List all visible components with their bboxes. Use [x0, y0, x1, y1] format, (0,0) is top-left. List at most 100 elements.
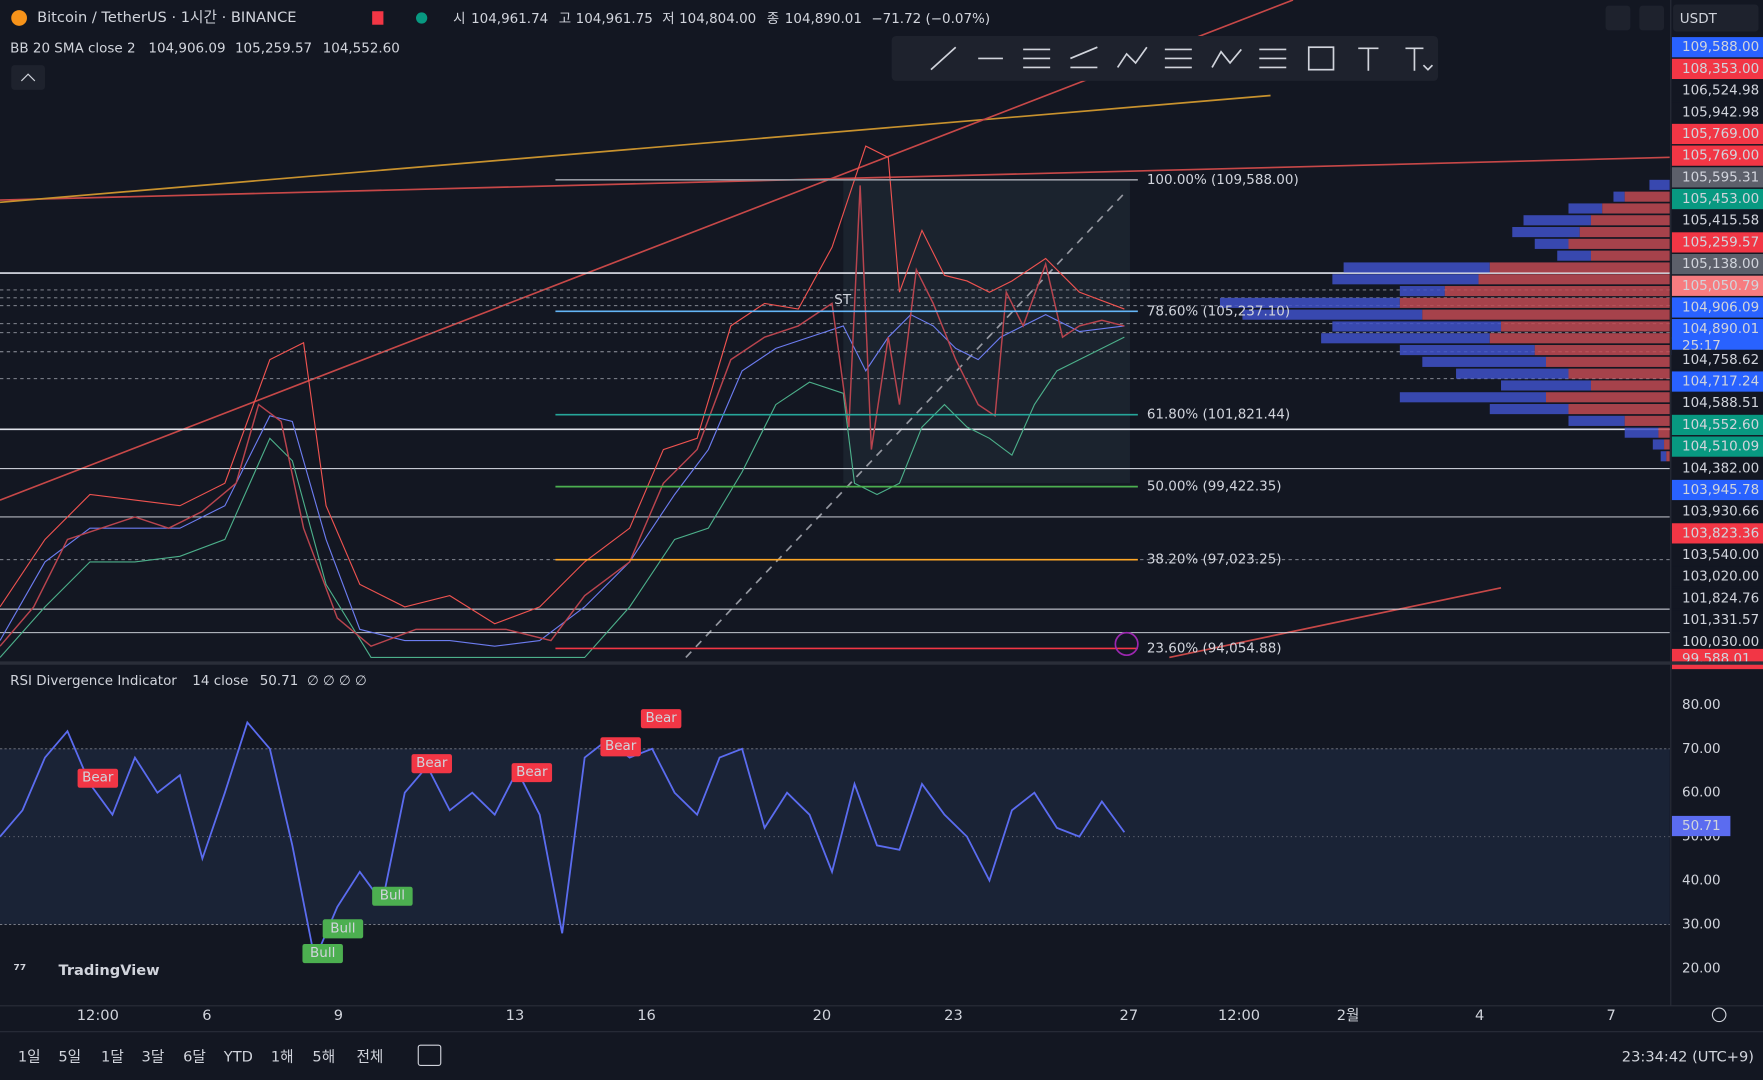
collapse-button[interactable] — [11, 65, 45, 90]
price-label-bg — [1671, 123, 1763, 145]
rsi-tick-label: 40.00 — [1682, 873, 1721, 889]
volume-bar — [1649, 179, 1670, 190]
ohlc-low: 104,804.00 — [679, 11, 756, 27]
download-button[interactable] — [1605, 5, 1631, 31]
trend-line — [0, 94, 1271, 204]
price-label-bg — [1671, 458, 1763, 479]
currency[interactable]: USDT — [1680, 11, 1718, 27]
volume-bar-sell — [1501, 321, 1670, 332]
tool-fib[interactable] — [1023, 48, 1051, 69]
bb-basis — [0, 313, 1125, 647]
ohlc-high-label: 고 — [559, 11, 571, 27]
price-label-bg — [1671, 297, 1763, 318]
fib-zone — [843, 179, 1130, 484]
rsi-line — [0, 720, 1126, 963]
volume-bar — [1613, 191, 1625, 202]
price-label-bg — [1671, 232, 1763, 253]
price-label-bg — [1671, 253, 1763, 275]
volume-bar — [1557, 250, 1591, 261]
tool-pattern[interactable] — [1116, 46, 1148, 68]
rsi-flags: ∅ ∅ ∅ ∅ — [307, 673, 367, 689]
volume-bar-sell — [1568, 238, 1670, 249]
price-label-bg — [1671, 349, 1763, 370]
signal-label: Bear — [645, 710, 677, 726]
price-label-bg — [1671, 102, 1763, 123]
volume-bar-sell — [1568, 368, 1670, 379]
signal-bg — [322, 919, 364, 939]
time-label: 12:00 — [77, 1007, 119, 1024]
date-range-icon[interactable] — [417, 1044, 442, 1066]
signal-label: Bull — [330, 920, 355, 936]
range-button[interactable]: 3달 — [142, 1049, 165, 1066]
volume-bar-sell — [1624, 191, 1670, 202]
symbol[interactable]: Bitcoin / TetherUS · 1시간 · BINANCE — [37, 9, 296, 26]
volume-bar-sell — [1399, 297, 1670, 308]
range-button[interactable]: 6달 — [183, 1049, 206, 1066]
range-button[interactable]: 1해 — [271, 1049, 294, 1066]
volume-bar-sell — [1590, 215, 1670, 226]
tool-channel[interactable] — [1070, 46, 1098, 69]
price-label-bg — [1671, 479, 1763, 501]
tool-forecast[interactable] — [1259, 48, 1287, 69]
volume-bar — [1321, 333, 1490, 344]
price-label: 105,050.79 — [1682, 278, 1759, 294]
range-button[interactable]: 1일 — [18, 1049, 41, 1066]
price-label: 109,588.00 — [1682, 39, 1759, 55]
price-label: 104,382.00 — [1682, 460, 1759, 476]
price-label-bg — [1671, 145, 1763, 166]
tool-text-note[interactable] — [1405, 47, 1434, 71]
range-button[interactable]: YTD — [223, 1049, 253, 1066]
volume-bar — [1399, 345, 1535, 356]
price-label-bg — [1671, 588, 1763, 609]
tool-gann[interactable] — [1164, 48, 1192, 69]
range-button[interactable]: 전체 — [356, 1049, 383, 1066]
bb-upper-value: 105,259.57 — [235, 40, 312, 56]
price-label-bg — [1671, 371, 1763, 392]
volume-bar — [1399, 392, 1546, 403]
currency-box[interactable] — [1673, 4, 1759, 32]
logo: TradingView — [58, 962, 159, 979]
fib-levels: 100.00% (109,588.00) 78.60% (105,237.10) 6… — [555, 172, 1299, 656]
volume-bar-sell — [1534, 345, 1670, 356]
price-label: 105,769.00 — [1682, 126, 1759, 142]
volume-bar-sell — [1489, 262, 1670, 273]
rsi-title: RSI Divergence Indicator — [10, 673, 177, 689]
price-label-bg — [1671, 275, 1763, 296]
range-button[interactable]: 1달 — [101, 1049, 124, 1066]
range-bar: 1일 5일 1달 3달 6달 YTD 1해 5해 전체 — [18, 1049, 384, 1066]
refresh-button[interactable] — [1639, 5, 1665, 31]
ohlc-change: −71.72 (−0.07%) — [871, 11, 990, 27]
volume-bar — [1332, 274, 1479, 285]
price-label: 101,331.57 — [1682, 612, 1759, 628]
ohlc-open-label: 시 — [453, 11, 465, 27]
time-label: 20 — [813, 1007, 832, 1024]
range-button[interactable]: 5일 — [58, 1049, 81, 1066]
volume-bar — [1332, 321, 1502, 332]
price-label: 105,769.00 — [1682, 148, 1759, 164]
range-button[interactable]: 5해 — [312, 1049, 335, 1066]
trend-line — [1169, 586, 1502, 659]
time-label: 16 — [637, 1007, 656, 1024]
tool-trendline[interactable] — [930, 46, 957, 71]
price-label-bg — [1671, 436, 1763, 457]
rsi-tick-label: 60.00 — [1682, 785, 1721, 801]
settings-icon[interactable] — [1711, 1007, 1727, 1023]
signal-bg — [640, 709, 682, 729]
volume-bar — [1242, 309, 1423, 320]
time-axis: 12:00 6 9 13 16 20 23 27 12:00 2월 4 7 — [77, 1007, 1616, 1024]
price-label: 103,540.00 — [1682, 547, 1759, 563]
alert-icon — [1114, 631, 1139, 657]
price-label: 106,524.98 — [1682, 83, 1759, 99]
tool-rect[interactable] — [1307, 46, 1335, 71]
rsi-pane: 80.0070.0060.0050.0040.0030.0020.0050.71… — [0, 673, 1731, 976]
time-label: 7 — [1607, 1007, 1616, 1024]
price-label: 103,945.78 — [1682, 482, 1759, 498]
volume-bar — [1399, 286, 1445, 297]
volume-bar-sell — [1658, 427, 1670, 438]
price-label: 104,717.24 — [1682, 374, 1759, 390]
price-label-bg — [1671, 58, 1763, 80]
tool-text[interactable] — [1358, 47, 1379, 71]
tool-abcd[interactable] — [1211, 48, 1242, 68]
signal-bg — [302, 944, 343, 964]
ohlc-high: 104,961.75 — [576, 11, 653, 27]
